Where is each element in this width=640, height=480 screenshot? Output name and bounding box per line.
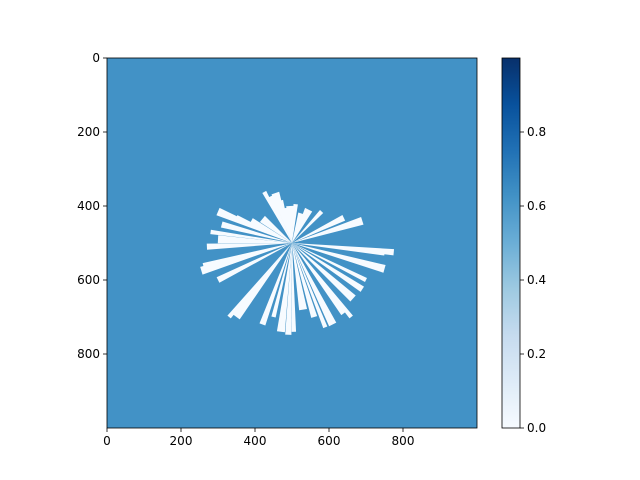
ray xyxy=(276,243,292,333)
ray xyxy=(292,243,337,327)
x-tick-label: 200 xyxy=(170,434,193,448)
ray xyxy=(262,190,292,243)
ray xyxy=(217,235,292,244)
y-tick-label: 400 xyxy=(77,199,100,213)
ray xyxy=(292,216,364,243)
ray xyxy=(292,215,346,243)
ray xyxy=(292,243,308,311)
y-tick-label: 800 xyxy=(77,347,100,361)
ray xyxy=(220,221,292,243)
ray xyxy=(206,243,292,250)
ray xyxy=(200,243,292,275)
ray xyxy=(292,210,324,243)
y-tick-label: 0 xyxy=(92,51,100,65)
ray xyxy=(292,243,353,319)
colorbar-gradient xyxy=(502,58,520,428)
ray xyxy=(216,243,292,283)
y-tick-label: 200 xyxy=(77,125,100,139)
ray xyxy=(292,243,367,282)
ray xyxy=(271,243,292,318)
plot-frame xyxy=(106,57,478,429)
ray xyxy=(249,218,292,243)
y-axis: 0 200 400 600 800 xyxy=(77,51,107,361)
ray xyxy=(292,207,313,243)
ray xyxy=(292,243,318,318)
ray xyxy=(259,215,292,243)
ray xyxy=(285,243,292,335)
colorbar-tick-label: 0.2 xyxy=(527,347,546,361)
ray xyxy=(233,243,292,320)
ray xyxy=(227,243,292,319)
ray xyxy=(292,243,328,329)
ray xyxy=(278,199,292,243)
x-tick-label: 600 xyxy=(318,434,341,448)
ray xyxy=(292,243,356,302)
ray xyxy=(292,243,386,273)
ray xyxy=(292,243,347,316)
colorbar-tick-label: 0.8 xyxy=(527,125,546,139)
ray xyxy=(286,205,295,243)
colorbar-tick-label: 0.0 xyxy=(527,421,546,435)
ray xyxy=(210,229,292,243)
free-space-rays xyxy=(200,190,395,335)
x-tick-label: 0 xyxy=(103,434,111,448)
ray xyxy=(292,203,298,243)
colorbar-frame xyxy=(501,57,521,429)
ray xyxy=(202,243,292,268)
ray xyxy=(292,243,385,256)
ray xyxy=(292,243,365,292)
ray xyxy=(271,191,292,243)
ray xyxy=(267,195,292,243)
y-tick-label: 600 xyxy=(77,273,100,287)
colorbar-axis: 0.0 0.2 0.4 0.6 0.8 xyxy=(520,125,546,435)
x-tick-label: 400 xyxy=(244,434,267,448)
x-axis: 0 200 400 600 800 xyxy=(103,428,414,448)
ray xyxy=(291,243,297,332)
x-tick-label: 800 xyxy=(392,434,415,448)
ray xyxy=(292,243,395,256)
colorbar-tick-label: 0.6 xyxy=(527,199,546,213)
colorbar-tick-label: 0.4 xyxy=(527,273,546,287)
ray xyxy=(259,243,292,326)
